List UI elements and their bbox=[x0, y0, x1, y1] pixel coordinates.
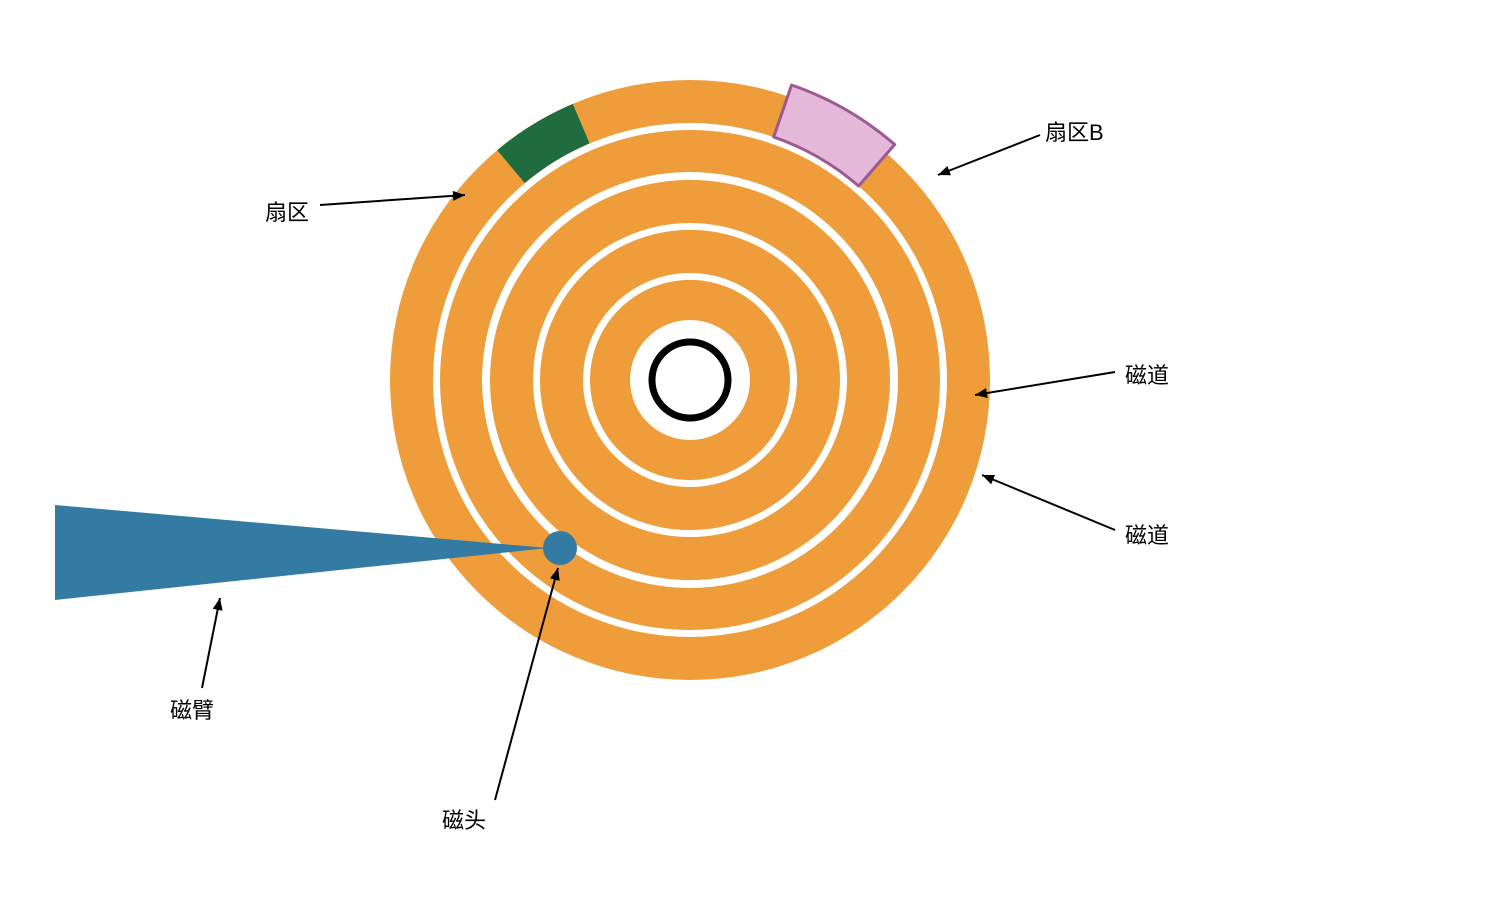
disk-diagram bbox=[0, 0, 1488, 898]
label-sector-a: 扇区 bbox=[265, 195, 309, 227]
label-sector-b: 扇区B bbox=[1045, 115, 1104, 147]
label-head: 磁头 bbox=[442, 803, 486, 835]
arrow bbox=[938, 135, 1040, 175]
arrow bbox=[975, 372, 1115, 398]
head bbox=[543, 531, 577, 565]
label-track-1: 磁道 bbox=[1125, 358, 1169, 390]
label-track-2: 磁道 bbox=[1125, 518, 1169, 550]
arrow bbox=[982, 475, 1115, 530]
arrow bbox=[202, 598, 223, 688]
label-arm: 磁臂 bbox=[170, 693, 214, 725]
hub bbox=[652, 342, 728, 418]
arrow bbox=[320, 191, 465, 205]
